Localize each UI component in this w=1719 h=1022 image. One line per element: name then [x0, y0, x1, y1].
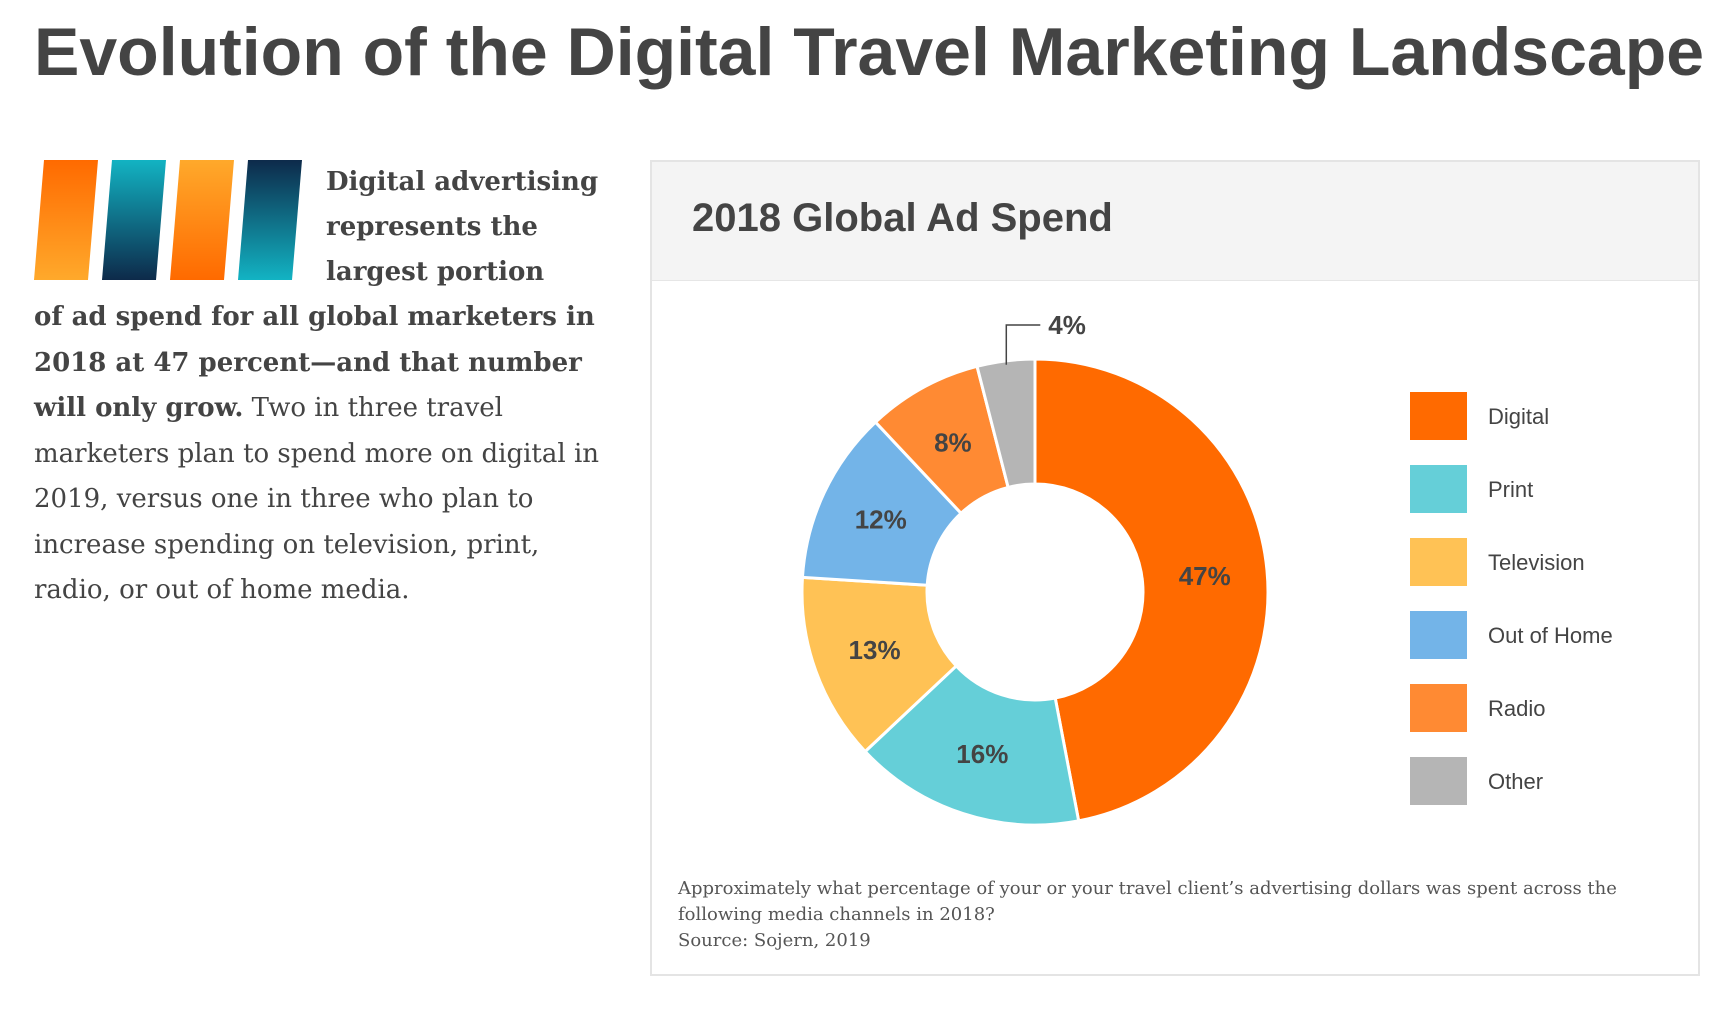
navy-stripe [238, 160, 302, 280]
slice-label-print: 16% [956, 739, 1008, 769]
slice-label-other: 4% [1048, 310, 1086, 340]
chart-footnote: Approximately what percentage of your or… [678, 876, 1678, 954]
chart-source: Source: Sojern, 2019 [678, 930, 871, 951]
slice-digital [1033, 357, 1270, 823]
slice-label-digital: 47% [1179, 561, 1231, 591]
intro-paragraph: of ad spend for all global marketers in … [34, 295, 624, 614]
intro-heading: Digital advertising represents the large… [326, 167, 599, 287]
legend-label: Radio [1488, 696, 1546, 721]
legend-label: Other [1488, 769, 1544, 794]
donut-chart: 47% 16% 13% 12% 8% 4% [800, 310, 1270, 827]
legend-swatch [1410, 538, 1467, 586]
legend-label: Television [1488, 550, 1585, 575]
orange-stripe [170, 160, 234, 280]
legend-label: Print [1488, 477, 1534, 502]
intro-bold-text: of ad spend for all global marketers in … [34, 302, 595, 423]
slice-label-out-of-home: 12% [855, 504, 907, 534]
slice-label-television: 13% [849, 635, 901, 665]
teal-stripe [102, 160, 166, 280]
legend-swatch [1410, 684, 1467, 732]
orange-stripe [34, 160, 98, 280]
chart-title: 2018 Global Ad Spend [692, 196, 1113, 240]
legend-swatch [1410, 611, 1467, 659]
legend-label: Out of Home [1488, 623, 1613, 648]
slice-print [863, 663, 1081, 827]
legend-swatch [1410, 392, 1467, 440]
legend-label: Digital [1488, 404, 1550, 429]
page-title: Evolution of the Digital Travel Marketin… [34, 14, 1705, 90]
chart-question: Approximately what percentage of your or… [678, 878, 1617, 925]
intro-body-text: Two in three travel marketers plan to sp… [34, 393, 600, 605]
chart-card: 2018 Global Ad Spend 47% 16% 13% 12% 8% 4% Di… [650, 160, 1700, 976]
chart-header: 2018 Global Ad Spend [652, 162, 1698, 281]
legend-swatch [1410, 465, 1467, 513]
legend-swatch [1410, 757, 1467, 805]
leader-line [1005, 324, 1041, 365]
slice-other [975, 357, 1037, 490]
decorative-stripes [34, 160, 302, 280]
slice-label-radio: 8% [934, 428, 972, 458]
